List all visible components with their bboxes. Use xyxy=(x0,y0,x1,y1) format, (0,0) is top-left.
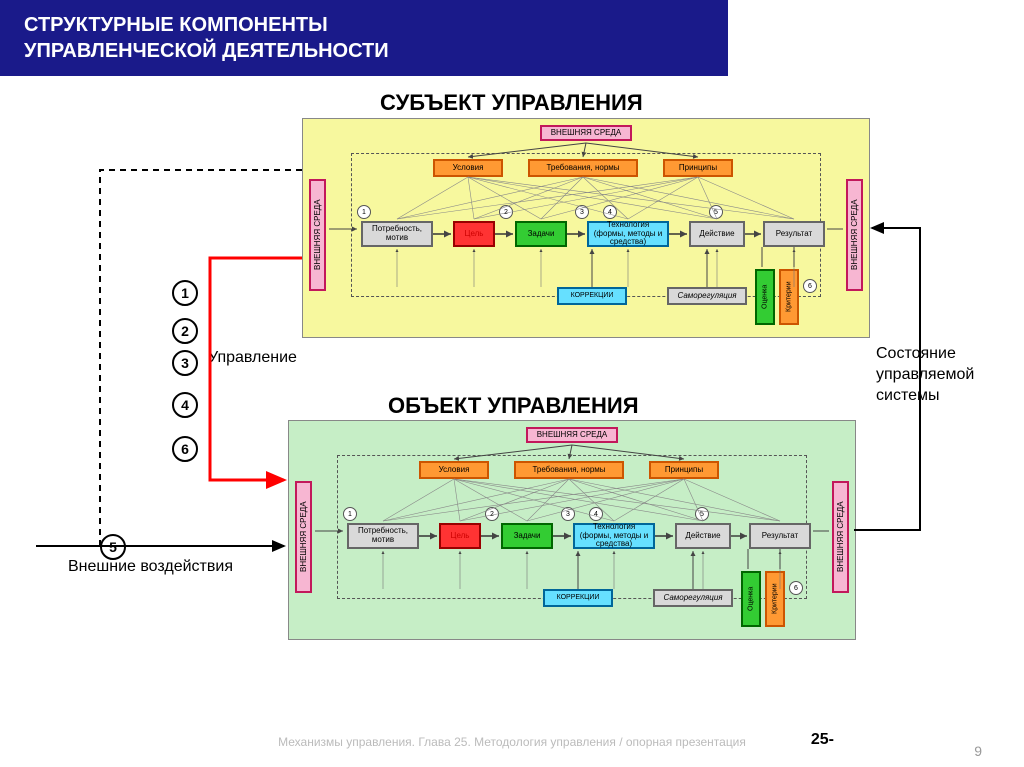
label-upravlenie: Управление xyxy=(208,349,297,367)
box-cel: Цель xyxy=(453,221,495,247)
box-zadachi: Задачи xyxy=(501,523,553,549)
circle-6: 6 xyxy=(172,436,198,462)
box-deistvie: Действие xyxy=(675,523,731,549)
label-vneshnie: Внешние воздействия xyxy=(68,558,233,576)
tiny-circ-6: 6 xyxy=(789,581,803,595)
box-potrebnost: Потребность, мотив xyxy=(347,523,419,549)
box-ocenka: Оценка xyxy=(741,571,761,627)
circle-2: 2 xyxy=(172,318,198,344)
box-rezultat: Результат xyxy=(749,523,811,549)
footer-text: Механизмы управления. Глава 25. Методоло… xyxy=(0,735,1024,749)
subject-title: СУБЪЕКТ УПРАВЛЕНИЯ xyxy=(380,90,643,116)
tiny-circ-2: 2 xyxy=(499,205,513,219)
box-korrekcii: КОРРЕКЦИИ xyxy=(557,287,627,305)
box-zadachi: Задачи xyxy=(515,221,567,247)
env-top: ВНЕШНЯЯ СРЕДА xyxy=(540,125,632,141)
box-samoreg: Саморегуляция xyxy=(653,589,733,607)
box-usloviya: Условия xyxy=(433,159,503,177)
box-kriterii: Критерии xyxy=(765,571,785,627)
box-deistvie: Действие xyxy=(689,221,745,247)
box-kriterii: Критерии xyxy=(779,269,799,325)
header-line1: СТРУКТУРНЫЕ КОМПОНЕНТЫ xyxy=(24,12,704,38)
subject-panel: ВНЕШНЯЯ СРЕДА ВНЕШНЯЯ СРЕДА ВНЕШНЯЯ СРЕДА У… xyxy=(302,118,870,338)
box-cel: Цель xyxy=(439,523,481,549)
tiny-circ-1: 1 xyxy=(357,205,371,219)
box-trebovaniya: Требования, нормы xyxy=(528,159,638,177)
box-rezultat: Результат xyxy=(763,221,825,247)
box-tekhnologiya: Технология (формы, методы и средства) xyxy=(587,221,669,247)
tiny-circ-5: 5 xyxy=(709,205,723,219)
tiny-circ-1: 1 xyxy=(343,507,357,521)
box-ocenka: Оценка xyxy=(755,269,775,325)
env-left: ВНЕШНЯЯ СРЕДА xyxy=(295,481,312,593)
header-line2: УПРАВЛЕНЧЕСКОЙ ДЕЯТЕЛЬНОСТИ xyxy=(24,38,704,64)
tiny-circ-4: 4 xyxy=(603,205,617,219)
box-principy: Принципы xyxy=(649,461,719,479)
circle-5: 5 xyxy=(100,534,126,560)
env-left: ВНЕШНЯЯ СРЕДА xyxy=(309,179,326,291)
box-potrebnost: Потребность, мотив xyxy=(361,221,433,247)
object-panel: ВНЕШНЯЯ СРЕДА ВНЕШНЯЯ СРЕДА ВНЕШНЯЯ СРЕДА У… xyxy=(288,420,856,640)
box-samoreg: Саморегуляция xyxy=(667,287,747,305)
circle-3: 3 xyxy=(172,350,198,376)
slide-header: СТРУКТУРНЫЕ КОМПОНЕНТЫ УПРАВЛЕНЧЕСКОЙ ДЕ… xyxy=(0,0,728,76)
box-tekhnologiya: Технология (формы, методы и средства) xyxy=(573,523,655,549)
box-usloviya: Условия xyxy=(419,461,489,479)
tiny-circ-3: 3 xyxy=(575,205,589,219)
env-right: ВНЕШНЯЯ СРЕДА xyxy=(832,481,849,593)
tiny-circ-4: 4 xyxy=(589,507,603,521)
env-top: ВНЕШНЯЯ СРЕДА xyxy=(526,427,618,443)
label-sostoyanie: Состояние управляемой системы xyxy=(876,344,1006,406)
tiny-circ-6: 6 xyxy=(803,279,817,293)
box-principy: Принципы xyxy=(663,159,733,177)
env-right: ВНЕШНЯЯ СРЕДА xyxy=(846,179,863,291)
circle-4: 4 xyxy=(172,392,198,418)
tiny-circ-5: 5 xyxy=(695,507,709,521)
box-trebovaniya: Требования, нормы xyxy=(514,461,624,479)
tiny-circ-2: 2 xyxy=(485,507,499,521)
tiny-circ-3: 3 xyxy=(561,507,575,521)
box-korrekcii: КОРРЕКЦИИ xyxy=(543,589,613,607)
circle-1: 1 xyxy=(172,280,198,306)
page-number: 9 xyxy=(974,743,982,759)
page-prefix: 25- xyxy=(811,731,834,749)
object-title: ОБЪЕКТ УПРАВЛЕНИЯ xyxy=(388,393,639,419)
